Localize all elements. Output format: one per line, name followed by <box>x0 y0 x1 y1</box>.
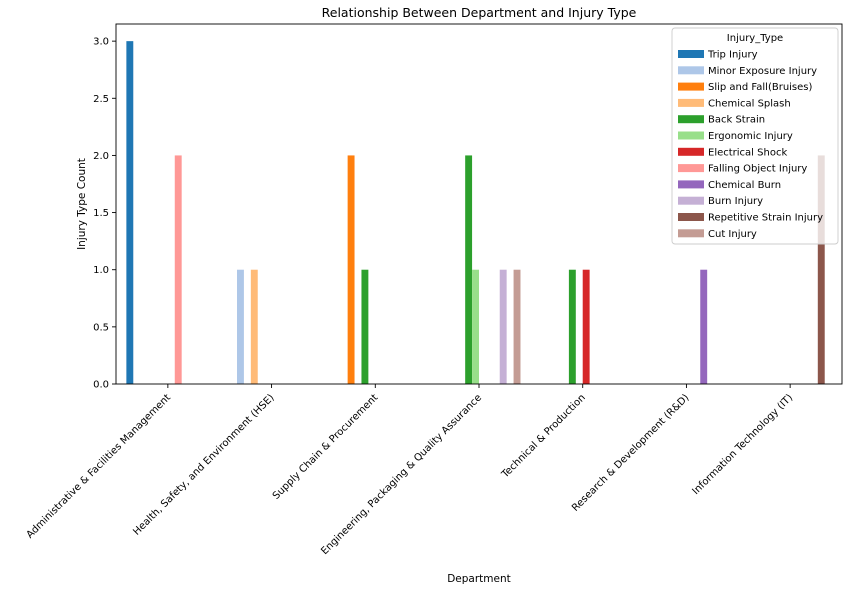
bar-series-3-category-1 <box>250 269 258 384</box>
bar-series-11-category-3 <box>513 269 521 384</box>
legend-swatch <box>678 131 704 140</box>
y-tick-label: 1.5 <box>93 208 109 219</box>
legend-swatch <box>678 50 704 58</box>
legend-swatch <box>678 147 704 156</box>
legend-label: Ergonomic Injury <box>708 131 793 142</box>
legend-label: Trip Injury <box>707 50 758 61</box>
legend-swatch <box>678 196 704 205</box>
bar-series-9-category-3 <box>499 269 507 384</box>
x-tick-label: Information Technology (IT) <box>691 392 796 497</box>
bar-series-7-category-0 <box>174 155 182 384</box>
legend-label: Repetitive Strain Injury <box>708 213 823 224</box>
y-tick-label: 2.0 <box>93 151 109 162</box>
y-tick-label: 0.0 <box>93 380 109 391</box>
legend-swatch <box>678 115 704 124</box>
legend-swatch <box>678 213 704 221</box>
bar-series-4-category-3 <box>465 155 473 384</box>
legend-items: Trip Injury Minor Exposure Injury Slip and… <box>678 50 823 240</box>
bar-series-0-category-0 <box>126 41 134 384</box>
legend-label: Cut Injury <box>708 229 757 240</box>
x-tick-label: Research & Development (R&D) <box>570 392 692 514</box>
legend-label: Electrical Shock <box>708 147 787 158</box>
bar-series-1-category-1 <box>237 269 244 384</box>
legend-swatch <box>678 66 704 75</box>
legend-swatch <box>678 98 704 107</box>
legend-label: Falling Object Injury <box>708 164 807 175</box>
legend-box <box>671 27 839 245</box>
y-tick-label: 1.0 <box>93 265 109 276</box>
bar-series-4-category-2 <box>361 269 369 384</box>
bar-series-4-category-4 <box>568 269 576 384</box>
legend-swatch <box>678 82 704 91</box>
bar-series-6-category-4 <box>582 269 590 384</box>
y-tick-label: 2.5 <box>93 94 109 105</box>
legend-swatch <box>678 180 704 189</box>
y-axis: 0.0 0.5 1.0 1.5 2.0 2.5 3.0 <box>93 37 116 391</box>
legend-swatch <box>678 164 704 173</box>
chart-title: Relationship Between Department and Inju… <box>322 5 637 20</box>
legend-label: Minor Exposure Injury <box>708 66 817 77</box>
x-axis-label: Department <box>447 573 511 585</box>
x-tick-label: Technical & Production <box>499 392 588 481</box>
y-tick-label: 0.5 <box>93 322 109 333</box>
legend-swatch <box>678 229 704 238</box>
y-tick-label: 3.0 <box>93 37 109 48</box>
bar-series-5-category-3 <box>472 269 479 384</box>
legend-label: Back Strain <box>708 115 765 126</box>
x-axis: Administrative & Facilities ManagementHe… <box>25 384 796 557</box>
legend: Injury_Type Trip Injury Minor Exposure In… <box>671 27 839 245</box>
x-tick-label: Supply Chain & Procurement <box>271 392 381 502</box>
y-axis-label: Injury Type Count <box>76 158 88 250</box>
legend-label: Chemical Splash <box>708 98 791 109</box>
bar-series-10-category-6 <box>817 155 825 384</box>
legend-label: Burn Injury <box>708 196 763 207</box>
bar-series-8-category-5 <box>700 269 708 384</box>
bar-series-2-category-2 <box>347 155 355 384</box>
legend-title: Injury_Type <box>727 33 783 44</box>
legend-label: Chemical Burn <box>708 180 781 191</box>
bars-layer <box>126 41 825 384</box>
legend-label: Slip and Fall(Bruises) <box>708 82 813 93</box>
x-tick-label: Engineering, Packaging & Quality Assuran… <box>319 392 484 557</box>
